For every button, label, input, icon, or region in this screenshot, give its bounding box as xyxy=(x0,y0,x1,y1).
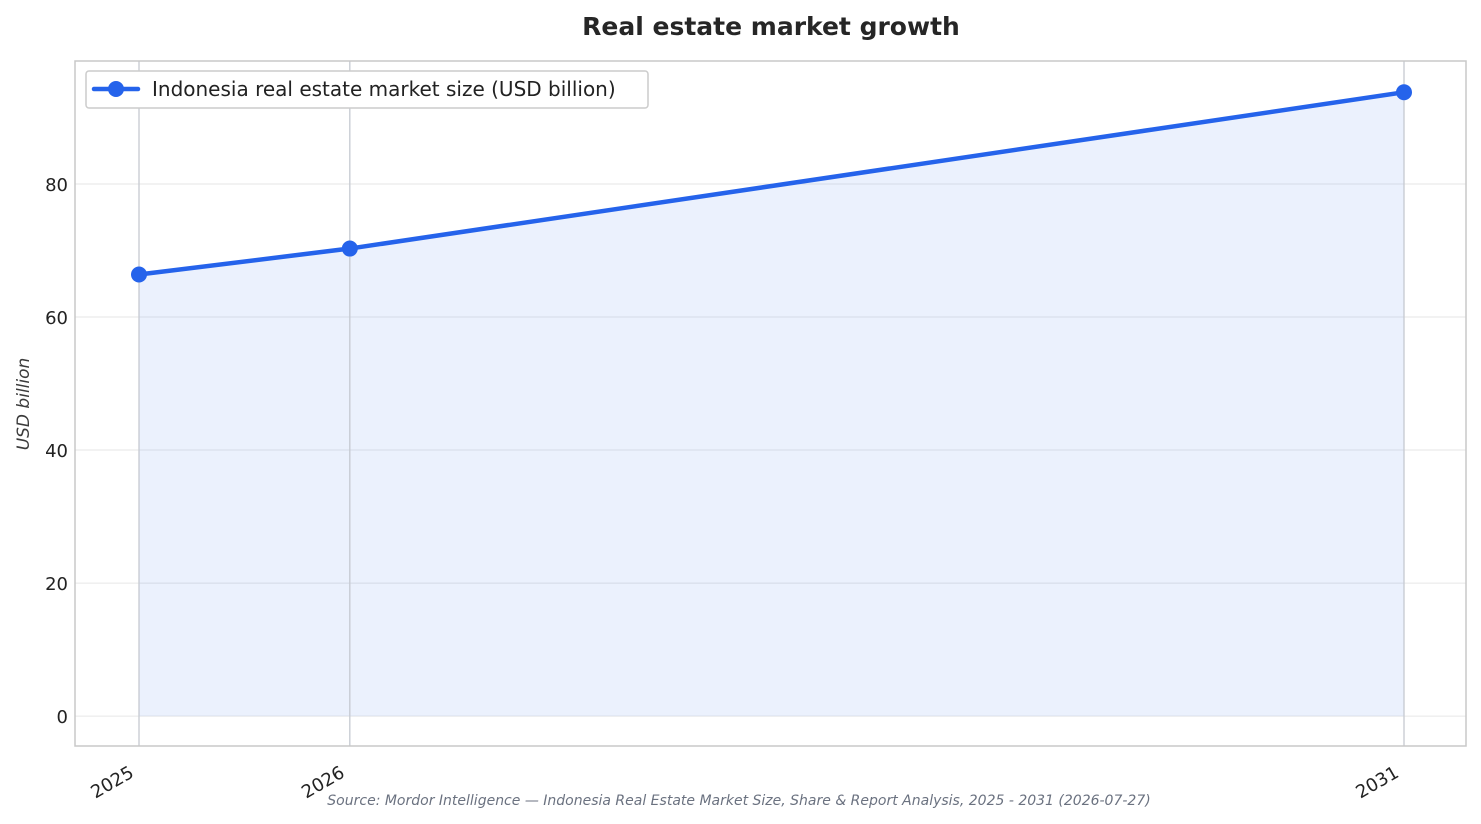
data-point xyxy=(341,240,358,257)
legend: Indonesia real estate market size (USD b… xyxy=(85,70,649,109)
plot-frame xyxy=(74,60,1467,747)
data-point xyxy=(131,266,147,283)
y-axis-label: USD billion xyxy=(14,358,34,451)
area-fill xyxy=(139,92,1404,717)
y-tick-label: 80 xyxy=(45,175,68,196)
area-fill-layer xyxy=(138,61,1405,746)
y-tick-label: 0 xyxy=(57,707,68,728)
x-tick-label: 2031 xyxy=(1352,762,1402,803)
y-tick-label: 20 xyxy=(45,574,68,595)
source-note: Source: Mordor Intelligence — Indonesia … xyxy=(327,793,1150,809)
x-tick-label: 2025 xyxy=(87,762,137,803)
y-tick-labels: 0 20 40 60 80 xyxy=(45,175,68,728)
legend-marker-swatch xyxy=(108,81,124,97)
legend-box xyxy=(85,70,649,109)
y-tick-label: 40 xyxy=(45,441,68,462)
legend-label: Indonesia real estate market size (USD b… xyxy=(152,77,616,101)
chart-title: Real estate market growth xyxy=(582,12,960,41)
data-point xyxy=(1396,84,1412,101)
y-tick-label: 60 xyxy=(45,308,68,329)
data-points xyxy=(131,84,1412,283)
